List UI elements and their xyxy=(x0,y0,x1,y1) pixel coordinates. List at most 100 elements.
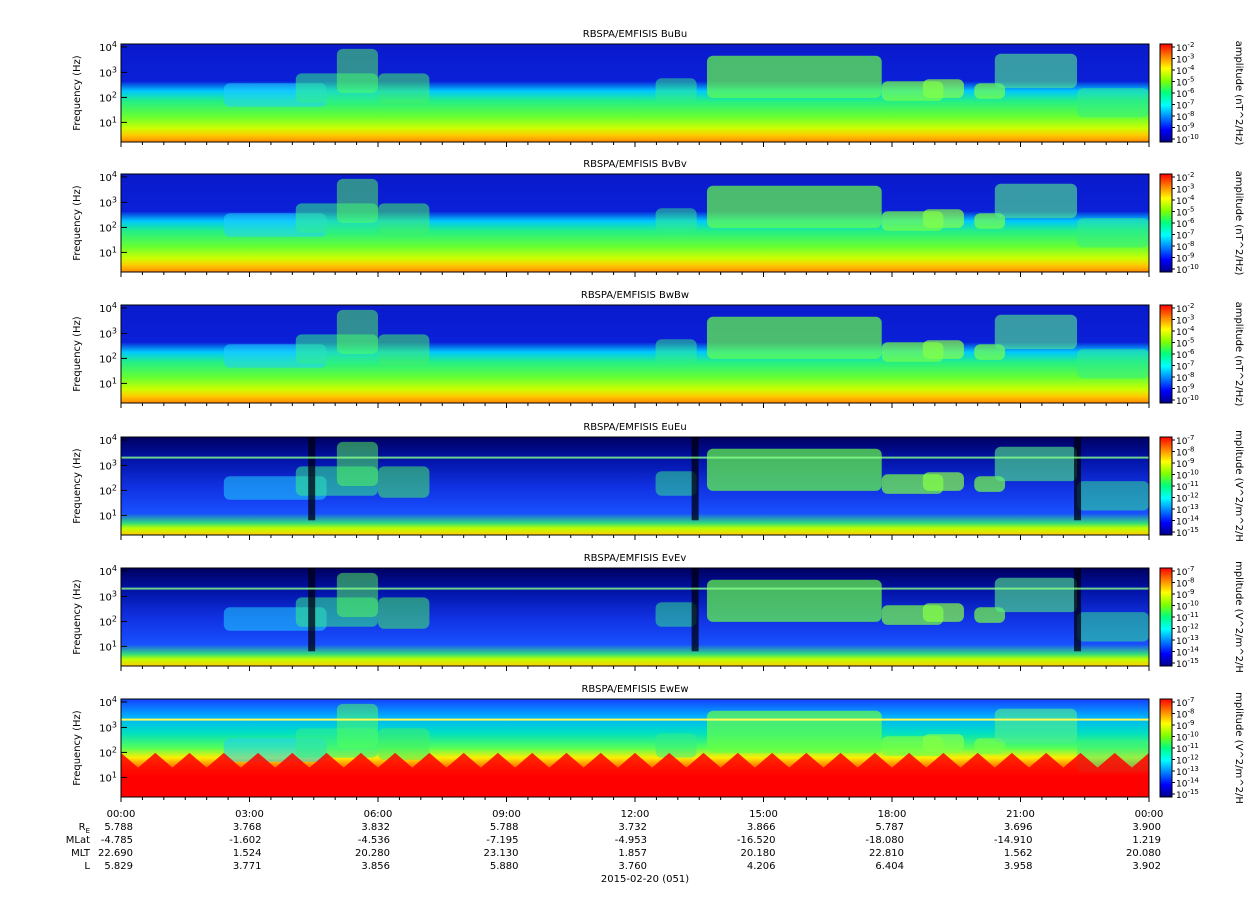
colorbar-tick-label: 10-10 xyxy=(1176,394,1199,407)
colorbar-tick-label: 10-12 xyxy=(1176,492,1199,505)
colorbar-tick-label: 10-13 xyxy=(1176,503,1199,516)
colorbar-tick-label: 10-2 xyxy=(1176,41,1194,54)
wave-features xyxy=(223,178,1149,248)
ephemeris-label: MLat xyxy=(66,835,90,846)
y-tick-label: 104 xyxy=(99,301,117,315)
ephemeris-value: 20.180 xyxy=(741,848,776,859)
colorbar-tick-label: 10-8 xyxy=(1176,708,1194,721)
panel-title: RBSPA/EMFISIS BwBw xyxy=(581,290,689,301)
colorbar-tick-label: 10-12 xyxy=(1176,754,1199,767)
colorbar-tick-label: 10-10 xyxy=(1176,263,1199,276)
colorbar-tick-label: 10-4 xyxy=(1176,194,1195,207)
wave-band xyxy=(336,703,378,748)
spectrogram-panel: RBSPA/EMFISIS BvBv 104 103 102 101 Frequency … xyxy=(72,159,1244,277)
wave-band xyxy=(974,213,1006,229)
ephemeris-value: 3.958 xyxy=(1004,861,1033,872)
y-tick-label: 102 xyxy=(99,614,117,628)
colorbar-tick-label: 10-7 xyxy=(1176,229,1194,242)
y-tick-label: 101 xyxy=(99,376,117,390)
y-tick-label: 102 xyxy=(99,90,117,104)
colorbar-tick-label: 10-10 xyxy=(1176,133,1199,146)
wave-band xyxy=(706,55,882,98)
colorbar-tick-label: 10-10 xyxy=(1176,731,1199,744)
colorbar xyxy=(1159,698,1173,798)
colorbar-tick-label: 10-8 xyxy=(1176,371,1194,384)
ephemeris-value: 3.732 xyxy=(618,822,647,833)
colorbar-tick-label: 10-8 xyxy=(1176,446,1194,459)
wave-band xyxy=(1077,218,1149,248)
wave-band xyxy=(706,579,882,622)
wave-band xyxy=(378,73,430,105)
ephemeris-value: 3.768 xyxy=(233,822,262,833)
colorbar-tick-label: 10-8 xyxy=(1176,110,1194,123)
ephemeris-value: 5.787 xyxy=(875,822,904,833)
colorbar-tick-label: 10-4 xyxy=(1176,325,1195,338)
ephemeris-value: 23.130 xyxy=(484,848,519,859)
y-tick-label: 103 xyxy=(99,720,117,734)
colorbar-tick-label: 10-6 xyxy=(1176,348,1195,361)
ephemeris-value: 3.900 xyxy=(1132,822,1161,833)
x-tick-label: 18:00 xyxy=(878,809,907,820)
colorbar-tick-label: 10-7 xyxy=(1176,99,1194,112)
ephemeris-value: -4.536 xyxy=(358,835,390,846)
wave-band xyxy=(378,728,430,760)
line-emission xyxy=(121,587,1149,590)
dark-band xyxy=(1074,568,1082,652)
x-tick-label: 09:00 xyxy=(492,809,521,820)
ephemeris-value: -18.080 xyxy=(865,835,904,846)
ephemeris-value: 5.788 xyxy=(104,822,133,833)
colorbar xyxy=(1159,436,1173,536)
y-tick-label: 104 xyxy=(99,170,117,184)
colorbar-tick-label: 10-7 xyxy=(1176,360,1194,373)
wave-band xyxy=(706,448,882,491)
colorbar xyxy=(1159,173,1173,273)
colorbar xyxy=(1159,304,1173,404)
ephemeris-value: 5.829 xyxy=(104,861,133,872)
y-tick-label: 101 xyxy=(99,639,117,653)
spectrogram-panel: RBSPA/EMFISIS BuBu 104 103 102 101 Frequency … xyxy=(72,29,1244,147)
wave-band xyxy=(1077,612,1149,642)
spectrogram-panel: RBSPA/EMFISIS BwBw 104 103 102 101 Frequency … xyxy=(72,290,1244,408)
y-tick-label: 101 xyxy=(99,508,117,522)
colorbar-label: mplitude (V^2/m^2/H xyxy=(1233,692,1244,804)
ephemeris-value: 3.856 xyxy=(361,861,390,872)
ephemeris-value: 22.690 xyxy=(98,848,133,859)
wave-features xyxy=(121,437,1149,521)
colorbar-tick-label: 10-3 xyxy=(1176,53,1194,66)
y-axis-label: Frequency (Hz) xyxy=(72,710,83,786)
dark-band xyxy=(691,568,699,652)
y-tick-label: 104 xyxy=(99,433,117,447)
colorbar-tick-label: 10-5 xyxy=(1176,337,1194,350)
colorbar-tick-label: 10-2 xyxy=(1176,302,1194,315)
wave-band xyxy=(922,209,964,228)
x-tick-label: 06:00 xyxy=(364,809,393,820)
colorbar-tick-label: 10-8 xyxy=(1176,240,1194,253)
x-tick-label: 12:00 xyxy=(621,809,650,820)
wave-band xyxy=(922,472,964,491)
x-tick-label: 15:00 xyxy=(749,809,778,820)
y-axis-label: Frequency (Hz) xyxy=(72,448,83,524)
colorbar-tick-label: 10-11 xyxy=(1176,742,1199,755)
y-tick-label: 104 xyxy=(99,695,117,709)
y-tick-label: 101 xyxy=(99,115,117,129)
colorbar-tick-label: 10-13 xyxy=(1176,765,1199,778)
y-tick-label: 103 xyxy=(99,326,117,340)
y-tick-label: 101 xyxy=(99,245,117,259)
colorbar-tick-label: 10-7 xyxy=(1176,565,1194,578)
line-emission xyxy=(121,456,1149,459)
ephemeris-value: 3.760 xyxy=(618,861,647,872)
colorbar-tick-label: 10-4 xyxy=(1176,64,1195,77)
wave-band xyxy=(336,309,378,354)
y-tick-label: 103 xyxy=(99,458,117,472)
wave-band xyxy=(1077,88,1149,118)
y-tick-label: 102 xyxy=(99,351,117,365)
wave-band xyxy=(974,476,1006,492)
ephemeris-label: RE xyxy=(79,822,90,835)
colorbar-tick-label: 10-5 xyxy=(1176,76,1194,89)
colorbar-tick-label: 10-9 xyxy=(1176,457,1194,470)
wave-band xyxy=(974,344,1006,360)
ephemeris-label: MLT xyxy=(71,848,91,859)
wave-band xyxy=(994,577,1078,613)
wave-band xyxy=(378,466,430,498)
